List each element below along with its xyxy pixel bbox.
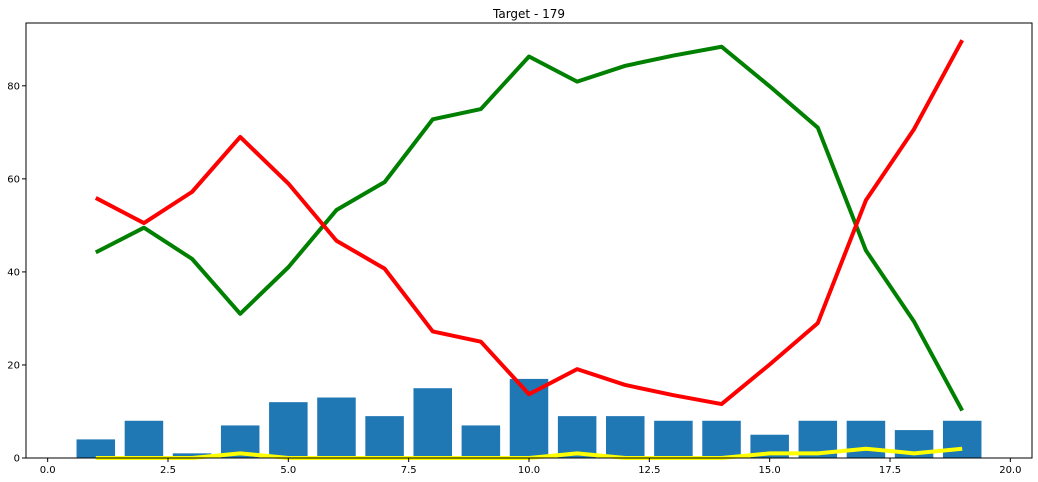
plot-area	[76, 39, 982, 460]
bar	[846, 420, 886, 458]
bar	[606, 416, 645, 458]
bar	[413, 388, 452, 458]
series-line-1	[94, 44, 964, 412]
x-tick-label: 12.5	[638, 465, 660, 476]
x-tick-label: 2.5	[160, 465, 176, 476]
bar	[269, 402, 308, 458]
x-tick-label: 15.0	[759, 465, 781, 476]
series-line-2	[94, 39, 964, 407]
bar	[461, 425, 501, 458]
x-tick-label: 0.0	[40, 465, 56, 476]
bar	[365, 416, 404, 458]
y-tick-label: 20	[7, 360, 20, 371]
bar	[172, 453, 212, 458]
bar	[654, 420, 693, 458]
chart-title: Target - 179	[492, 7, 565, 21]
y-tick-label: 40	[7, 267, 20, 278]
bar	[557, 416, 597, 458]
x-tick-label: 7.5	[401, 465, 417, 476]
bar	[76, 439, 116, 458]
x-tick-label: 20.0	[999, 465, 1021, 476]
x-tick-label: 17.5	[879, 465, 901, 476]
bar	[702, 420, 741, 458]
bar	[317, 397, 356, 458]
bar	[124, 420, 164, 458]
bar	[509, 378, 549, 458]
y-tick-label: 60	[7, 174, 20, 185]
y-tick-label: 80	[7, 81, 20, 92]
axes: 0.0 2.5 5.0 7.5 10.0 12.5 15.0 17.5 20.0 0 20 40 60 8…	[7, 22, 1033, 476]
bar	[942, 420, 982, 458]
x-tick-label: 10.0	[518, 465, 540, 476]
x-tick-label: 5.0	[280, 465, 296, 476]
y-tick-label: 0	[14, 454, 20, 465]
